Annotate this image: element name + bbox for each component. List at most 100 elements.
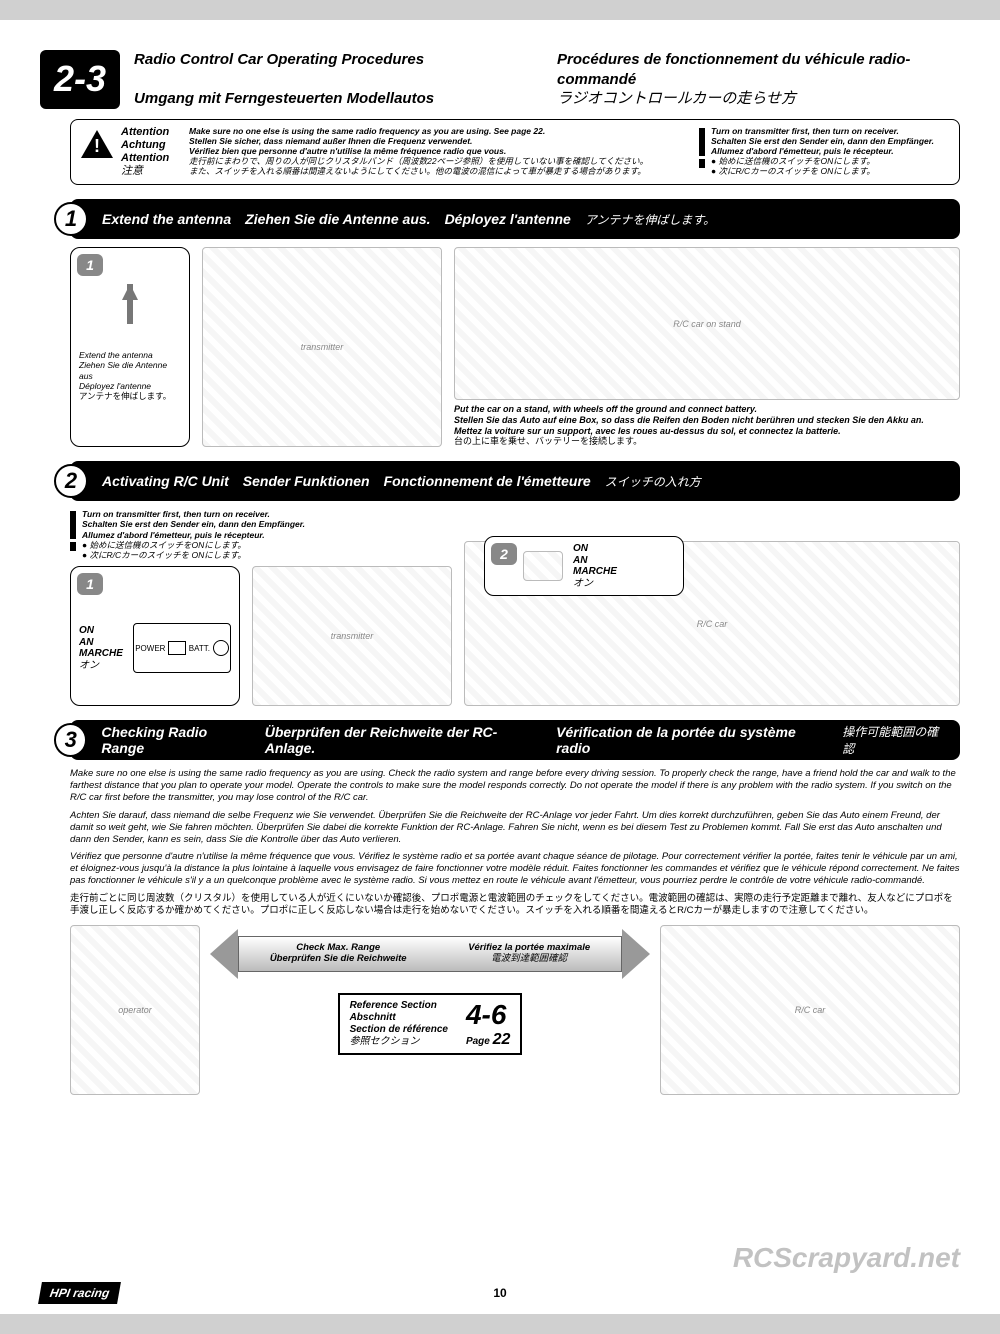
- section-header: 2-3 Radio Control Car Operating Procedur…: [40, 50, 960, 109]
- arrow-text-right: Vérifiez la portée maximale 電波到達範囲確認: [468, 943, 590, 965]
- page-footer: HPI racing 10: [0, 1282, 1000, 1304]
- s1cc3: 台の上に車を乗せ、バッテリーを接続します。: [454, 436, 960, 447]
- attn-r4: ● 次にR/Cカーのスイッチを ONにします。: [711, 166, 934, 176]
- step1-number: 1: [54, 202, 88, 236]
- step2-number: 2: [54, 464, 88, 498]
- step2-title-jp: スイッチの入れ方: [605, 473, 701, 490]
- rl0: Reference Section: [350, 1000, 448, 1012]
- ar1: 電波到達範囲確認: [468, 954, 590, 965]
- attention-label-en: Attention: [121, 126, 181, 139]
- step3-title-fr: Vérification de la portée du système rad…: [556, 724, 828, 756]
- title-fr: Procédures de fonctionnement du véhicule…: [557, 50, 960, 89]
- attention-box: Attention Achtung Attention 注意 Make sure…: [70, 119, 960, 186]
- step1-title-en: Extend the antenna: [102, 211, 231, 227]
- transmitter-diagram: transmitter: [202, 247, 442, 447]
- s1pc3: アンテナを伸ばします。: [79, 391, 181, 401]
- step3-bar: 3 Checking Radio Range Überprüfen der Re…: [70, 720, 960, 760]
- step2-car-col: 2 ON AN MARCHE オン R/C car: [464, 566, 960, 706]
- step1-car-col: R/C car on stand Put the car on a stand,…: [454, 247, 960, 447]
- attention-label-fr: Attention: [121, 152, 181, 165]
- watermark: RCScrapyard.net: [733, 1242, 960, 1274]
- on2-3: オン: [573, 578, 617, 590]
- ref-right: 4-6 Page 22: [466, 999, 510, 1049]
- attn-l3: 走行前にまわりで、周りの人が同じクリスタルバンド（周波数22ページ参照）を使用し…: [189, 156, 691, 166]
- page-number: 10: [493, 1286, 506, 1300]
- step1-title-de: Ziehen Sie die Antenne aus.: [245, 211, 430, 227]
- arrow-up-icon: [122, 284, 138, 300]
- attn-r2: Allumez d'abord l'émetteur, puis le réce…: [711, 146, 934, 156]
- step2-receiver-panel: 2 ON AN MARCHE オン: [484, 536, 684, 596]
- step3-number: 3: [54, 723, 87, 757]
- ref-page-label: Page: [466, 1036, 490, 1047]
- on-label-group-1: ON AN MARCHE オン: [79, 625, 123, 671]
- transmitter-diagram-2: transmitter: [252, 566, 452, 706]
- rl1: Abschnitt: [350, 1012, 448, 1024]
- substep-badge-1: 1: [77, 254, 103, 276]
- step3-title-de: Überprüfen der Reichweite der RC-Anlage.: [265, 724, 542, 756]
- warning-triangle-icon: [81, 130, 113, 158]
- step2-title-fr: Fonctionnement de l'émetteure: [384, 473, 591, 489]
- hpi-logo: HPI racing: [38, 1282, 121, 1304]
- substep-badge-1b: 1: [77, 573, 103, 595]
- step2-switch-panel: 1 ON AN MARCHE オン POWER BATT.: [70, 566, 240, 706]
- arrow-left-icon: [210, 929, 238, 979]
- step1-bar: 1 Extend the antenna Ziehen Sie die Ante…: [70, 199, 960, 239]
- attn-r3: ● 始めに送信機のスイッチをONにします。: [711, 156, 934, 166]
- on2-0: ON: [573, 543, 617, 555]
- arrow-text-left: Check Max. Range Überprüfen Sie die Reic…: [270, 943, 407, 965]
- car-diagram-3: R/C car: [660, 925, 960, 1095]
- ref-num: 4-6: [466, 999, 510, 1031]
- s1pc2: Déployez l'antenne: [79, 381, 181, 391]
- ref-page-num: 22: [493, 1031, 511, 1048]
- rl3: 参照セクション: [350, 1036, 448, 1048]
- s2t1: Schalten Sie erst den Sender ein, dann d…: [82, 519, 305, 529]
- s1cc0: Put the car on a stand, with wheels off …: [454, 404, 960, 415]
- title-jp: ラジオコントロールカーの走らせ方: [557, 89, 960, 109]
- on-3: オン: [79, 660, 123, 672]
- attn-r0: Turn on transmitter first, then turn on …: [711, 126, 934, 136]
- section-number: 2-3: [40, 50, 120, 109]
- exclamation-bar-icon: [699, 128, 705, 168]
- step1-title-fr: Déployez l'antenne: [445, 211, 571, 227]
- step3-para-jp: 走行前ごとに同じ周波数（クリスタル）を使用している人が近くにいないか確認後、プロ…: [70, 893, 960, 917]
- step2-title-en: Activating R/C Unit: [102, 473, 229, 489]
- step2-content: Turn on transmitter first, then turn on …: [70, 509, 960, 706]
- step3-para-fr: Vérifiez que personne d'autre n'utilise …: [70, 851, 960, 887]
- s2t2: Allumez d'abord l'émetteur, puis le réce…: [82, 530, 305, 540]
- al1: Überprüfen Sie die Reichweite: [270, 954, 407, 965]
- rl2: Section de référence: [350, 1024, 448, 1036]
- s1cc1: Stellen Sie das Auto auf eine Box, so da…: [454, 415, 960, 426]
- attention-text-right: Turn on transmitter first, then turn on …: [699, 126, 949, 177]
- reference-box: Reference Section Abschnitt Section de r…: [338, 993, 523, 1055]
- attn-l2: Vérifiez bien que personne d'autre n'uti…: [189, 146, 691, 156]
- step3-para-de: Achten Sie darauf, dass niemand die selb…: [70, 810, 960, 846]
- range-arrow: Check Max. Range Überprüfen Sie die Reic…: [210, 929, 650, 979]
- s1cc2: Mettez la voiture sur un support, avec l…: [454, 426, 960, 437]
- step1-car-caption: Put the car on a stand, with wheels off …: [454, 404, 960, 447]
- power-label: POWER: [135, 644, 165, 653]
- step3-para-en: Make sure no one else is using the same …: [70, 768, 960, 804]
- section-titles: Radio Control Car Operating Procedures P…: [134, 50, 960, 109]
- step1-title-jp: アンテナを伸ばします。: [585, 211, 715, 228]
- step2-title-de: Sender Funktionen: [243, 473, 370, 489]
- receiver-switch-icon: [523, 551, 563, 581]
- exclamation-bar-icon-2: [70, 511, 76, 551]
- on-0: ON: [79, 625, 123, 637]
- attn-l1: Stellen Sie sicher, dass niemand außer I…: [189, 136, 691, 146]
- s1pc0: Extend the antenna: [79, 350, 181, 360]
- s2t3: ● 始めに送信機のスイッチをONにします。: [82, 540, 305, 550]
- on2-2: MARCHE: [573, 566, 617, 578]
- operator-figure: operator: [70, 925, 200, 1095]
- title-de: Umgang mit Ferngesteuerten Modellautos: [134, 89, 537, 109]
- ref-labels: Reference Section Abschnitt Section de r…: [350, 1000, 448, 1048]
- manual-page: 2-3 Radio Control Car Operating Procedur…: [0, 20, 1000, 1314]
- on-2: MARCHE: [79, 648, 123, 660]
- car-on-stand-diagram: R/C car on stand: [454, 247, 960, 400]
- attn-r1: Schalten Sie erst den Sender ein, dann d…: [711, 136, 934, 146]
- step1-antenna-panel: 1 Extend the antenna Ziehen Sie die Ante…: [70, 247, 190, 447]
- s2t4: ● 次にR/Cカーのスイッチを ONにします。: [82, 550, 305, 560]
- power-switch-diagram: POWER BATT.: [133, 623, 231, 673]
- step1-content: 1 Extend the antenna Ziehen Sie die Ante…: [70, 247, 960, 447]
- step3-diagram-row: operator Check Max. Range Überprüfen Sie…: [70, 925, 960, 1095]
- title-en: Radio Control Car Operating Procedures: [134, 50, 537, 89]
